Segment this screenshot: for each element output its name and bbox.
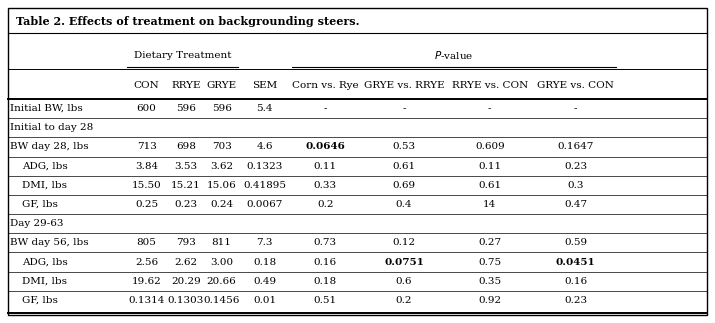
Text: 0.25: 0.25 xyxy=(135,200,158,209)
Text: 0.16: 0.16 xyxy=(564,277,587,286)
Text: 0.59: 0.59 xyxy=(564,238,587,247)
Text: 7.3: 7.3 xyxy=(256,238,273,247)
Text: 0.75: 0.75 xyxy=(478,257,501,266)
Text: GF, lbs: GF, lbs xyxy=(22,200,58,209)
Text: 0.12: 0.12 xyxy=(393,238,415,247)
Text: 0.2: 0.2 xyxy=(317,200,334,209)
Text: 0.0067: 0.0067 xyxy=(247,200,282,209)
Text: 0.01: 0.01 xyxy=(253,296,276,305)
Text: -: - xyxy=(324,104,327,113)
Text: 713: 713 xyxy=(137,142,157,151)
Text: 811: 811 xyxy=(212,238,232,247)
Text: 0.11: 0.11 xyxy=(478,162,501,171)
Text: 0.92: 0.92 xyxy=(478,296,501,305)
Text: GF, lbs: GF, lbs xyxy=(22,296,58,305)
Text: 0.18: 0.18 xyxy=(314,277,337,286)
Text: 15.21: 15.21 xyxy=(171,181,201,190)
Text: 4.6: 4.6 xyxy=(256,142,273,151)
Text: GRYE: GRYE xyxy=(207,80,237,89)
Text: 0.49: 0.49 xyxy=(253,277,276,286)
Text: RRYE vs. CON: RRYE vs. CON xyxy=(452,80,528,89)
Text: 0.6: 0.6 xyxy=(395,277,413,286)
Text: GRYE vs. CON: GRYE vs. CON xyxy=(537,80,614,89)
Text: 3.00: 3.00 xyxy=(210,257,233,266)
Text: 0.16: 0.16 xyxy=(314,257,337,266)
Text: 600: 600 xyxy=(137,104,157,113)
Text: 0.69: 0.69 xyxy=(393,181,415,190)
FancyBboxPatch shape xyxy=(8,8,707,315)
Text: 0.47: 0.47 xyxy=(564,200,587,209)
Text: 3.53: 3.53 xyxy=(174,162,197,171)
Text: 0.1323: 0.1323 xyxy=(247,162,282,171)
Text: 0.11: 0.11 xyxy=(314,162,337,171)
Text: 596: 596 xyxy=(212,104,232,113)
Text: 0.35: 0.35 xyxy=(478,277,501,286)
Text: GRYE vs. RRYE: GRYE vs. RRYE xyxy=(364,80,444,89)
Text: Dietary Treatment: Dietary Treatment xyxy=(134,50,231,59)
Text: Table 2. Effects of treatment on backgrounding steers.: Table 2. Effects of treatment on backgro… xyxy=(16,16,360,26)
Text: 15.50: 15.50 xyxy=(132,181,162,190)
Text: 0.53: 0.53 xyxy=(393,142,415,151)
Text: 0.0751: 0.0751 xyxy=(384,257,424,266)
Text: 0.609: 0.609 xyxy=(475,142,505,151)
Text: 3.84: 3.84 xyxy=(135,162,158,171)
Text: 0.1303: 0.1303 xyxy=(168,296,204,305)
Text: 3.62: 3.62 xyxy=(210,162,233,171)
Text: 0.61: 0.61 xyxy=(478,181,501,190)
Text: BW day 28, lbs: BW day 28, lbs xyxy=(10,142,89,151)
Text: 0.0646: 0.0646 xyxy=(305,142,345,151)
Text: 0.41895: 0.41895 xyxy=(243,181,286,190)
Text: 0.1456: 0.1456 xyxy=(204,296,240,305)
Text: 0.51: 0.51 xyxy=(314,296,337,305)
Text: 0.73: 0.73 xyxy=(314,238,337,247)
Text: 2.56: 2.56 xyxy=(135,257,158,266)
Text: RRYE: RRYE xyxy=(171,80,201,89)
Text: 20.29: 20.29 xyxy=(171,277,201,286)
Text: 14: 14 xyxy=(483,200,496,209)
Text: 0.3: 0.3 xyxy=(567,181,584,190)
Text: 0.33: 0.33 xyxy=(314,181,337,190)
Text: Initial BW, lbs: Initial BW, lbs xyxy=(10,104,83,113)
Text: 0.2: 0.2 xyxy=(395,296,413,305)
Text: 0.1314: 0.1314 xyxy=(129,296,164,305)
Text: Day 29-63: Day 29-63 xyxy=(10,219,64,228)
Text: 15.06: 15.06 xyxy=(207,181,237,190)
Text: 0.0451: 0.0451 xyxy=(556,257,596,266)
Text: CON: CON xyxy=(134,80,159,89)
Text: 0.23: 0.23 xyxy=(564,296,587,305)
Text: $\mathit{P}$-value: $\mathit{P}$-value xyxy=(434,49,474,61)
Text: SEM: SEM xyxy=(252,80,277,89)
Text: 0.27: 0.27 xyxy=(478,238,501,247)
Text: ADG, lbs: ADG, lbs xyxy=(22,257,68,266)
Text: 5.4: 5.4 xyxy=(256,104,273,113)
Text: 0.23: 0.23 xyxy=(174,200,197,209)
Text: 2.62: 2.62 xyxy=(174,257,197,266)
Text: 20.66: 20.66 xyxy=(207,277,237,286)
Text: ADG, lbs: ADG, lbs xyxy=(22,162,68,171)
Text: 0.18: 0.18 xyxy=(253,257,276,266)
Text: 596: 596 xyxy=(176,104,196,113)
Text: BW day 56, lbs: BW day 56, lbs xyxy=(10,238,89,247)
Text: -: - xyxy=(403,104,405,113)
Text: DMI, lbs: DMI, lbs xyxy=(22,277,67,286)
Text: 0.4: 0.4 xyxy=(395,200,413,209)
Text: -: - xyxy=(488,104,491,113)
Text: DMI, lbs: DMI, lbs xyxy=(22,181,67,190)
Text: Initial to day 28: Initial to day 28 xyxy=(10,123,93,132)
Text: 0.24: 0.24 xyxy=(210,200,233,209)
Text: 703: 703 xyxy=(212,142,232,151)
Text: 793: 793 xyxy=(176,238,196,247)
Text: 0.61: 0.61 xyxy=(393,162,415,171)
Text: 0.1647: 0.1647 xyxy=(558,142,593,151)
Text: 0.23: 0.23 xyxy=(564,162,587,171)
Text: 19.62: 19.62 xyxy=(132,277,162,286)
Text: 698: 698 xyxy=(176,142,196,151)
Text: -: - xyxy=(574,104,577,113)
Text: Corn vs. Rye: Corn vs. Rye xyxy=(292,80,359,89)
Text: 805: 805 xyxy=(137,238,157,247)
